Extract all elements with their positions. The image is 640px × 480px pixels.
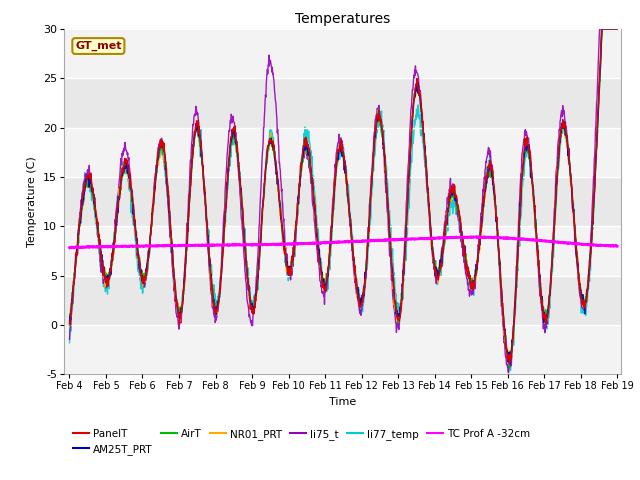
X-axis label: Time: Time bbox=[329, 397, 356, 407]
Bar bbox=[64, 325, 621, 374]
Text: GT_met: GT_met bbox=[75, 41, 122, 51]
Bar bbox=[64, 29, 621, 78]
Bar bbox=[64, 226, 621, 276]
Legend: PanelT, AM25T_PRT, AirT, NR01_PRT, li75_t, li77_temp, TC Prof A -32cm: PanelT, AM25T_PRT, AirT, NR01_PRT, li75_… bbox=[69, 424, 534, 459]
Bar bbox=[64, 128, 621, 177]
Y-axis label: Temperature (C): Temperature (C) bbox=[28, 156, 37, 247]
Title: Temperatures: Temperatures bbox=[295, 12, 390, 26]
